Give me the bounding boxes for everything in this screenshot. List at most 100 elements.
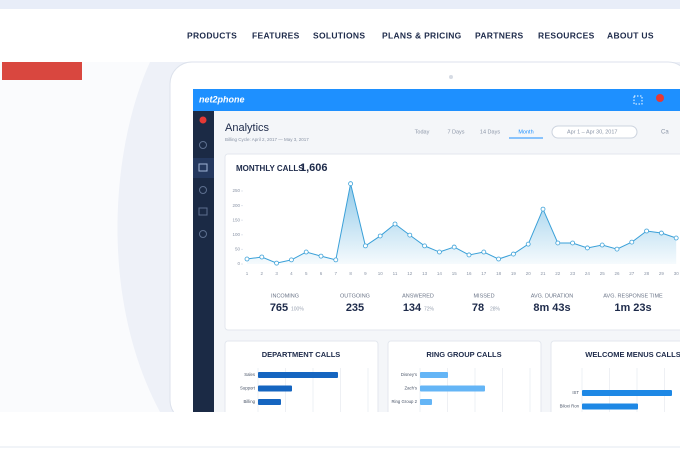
- hero-curve: [0, 62, 160, 412]
- main-card: [224, 153, 680, 331]
- dashboard: net2phone Analytics Billing Cycle: April…: [193, 89, 680, 412]
- x-tick-label: 9: [364, 271, 367, 276]
- bar-label: IST: [572, 390, 579, 395]
- cut-label: Ca: [661, 130, 669, 136]
- bar-label: Ring Group 2: [391, 399, 417, 404]
- nav-link[interactable]: PRODUCTS: [187, 30, 237, 40]
- stat-value: 8m 43s: [533, 302, 570, 314]
- x-tick-label: 29: [659, 271, 665, 276]
- x-tick-label: 14: [437, 271, 443, 276]
- bar: [582, 403, 638, 410]
- sidebar-icon: [199, 186, 207, 194]
- point: [244, 256, 250, 262]
- tabs: Today 7 Days 14 Days Month: [415, 129, 543, 139]
- apps-icon: [633, 95, 643, 105]
- panel-title: WELCOME MENUS CALLS: [585, 350, 680, 359]
- bar: [420, 399, 432, 405]
- date-picker[interactable]: [551, 125, 638, 139]
- stat-percent: 72%: [424, 306, 435, 312]
- x-tick-label: 5: [305, 271, 308, 276]
- stat-label: ANSWERED: [402, 293, 434, 299]
- chart-total: 1,606: [300, 162, 328, 174]
- nav-link[interactable]: FEATURES: [252, 30, 300, 40]
- sidebar: [193, 111, 214, 412]
- x-tick-label: 15: [452, 271, 458, 276]
- bar: [420, 372, 448, 378]
- bar: [258, 372, 338, 378]
- tab[interactable]: Month: [518, 129, 533, 135]
- x-tick-label: 8: [349, 271, 352, 276]
- page-title: Analytics: [225, 122, 270, 134]
- bar-label: Disney's: [401, 372, 417, 377]
- app-header: [193, 89, 680, 111]
- point: [540, 206, 546, 212]
- point: [481, 249, 487, 255]
- chart-title: MONTHLY CALLS: [236, 164, 304, 173]
- billing-cycle: Billing Cycle: April 2, 2017 — May 3, 20…: [225, 137, 309, 142]
- footer-area: [0, 412, 680, 450]
- x-tick-label: 22: [555, 271, 561, 276]
- sidebar-icon: [198, 207, 208, 216]
- y-tick-label: 150: [232, 217, 240, 222]
- user-icon: [656, 94, 664, 102]
- top-band: [0, 0, 680, 9]
- nav-link[interactable]: RESOURCES: [538, 30, 595, 40]
- stat-value: 1m 23s: [614, 302, 651, 314]
- point: [659, 230, 664, 236]
- tab[interactable]: Today: [415, 129, 430, 135]
- sidebar-badge: [199, 116, 207, 124]
- point: [348, 181, 354, 187]
- point: [466, 252, 472, 258]
- brand: net2phone: [199, 94, 245, 104]
- sidebar-active: [193, 158, 214, 178]
- point: [451, 244, 457, 250]
- nav-link[interactable]: SOLUTIONS: [313, 30, 365, 40]
- bar: [420, 385, 485, 392]
- stat-value: 134: [403, 302, 422, 314]
- tab[interactable]: 14 Days: [480, 129, 500, 135]
- bar-panels: DEPARTMENT CALLS Sales Support Billing RING …: [224, 340, 680, 412]
- y-tick-label: 100: [232, 232, 240, 237]
- x-tick-label: 25: [600, 271, 606, 276]
- nav-link[interactable]: PLANS & PRICING: [382, 30, 462, 40]
- nav-link[interactable]: ABOUT US: [607, 30, 654, 40]
- x-tick-label: 18: [496, 271, 502, 276]
- device-camera: [449, 75, 453, 79]
- stat-percent: 28%: [490, 306, 501, 312]
- x-tick-label: 3: [275, 271, 278, 276]
- sidebar-icon: [199, 141, 207, 149]
- stat-label: AVG. DURATION: [531, 293, 574, 299]
- tab[interactable]: 7 Days: [447, 129, 464, 135]
- point: [555, 240, 561, 246]
- x-tick-label: 21: [540, 271, 546, 276]
- bar-label: Billing: [244, 399, 256, 404]
- point: [362, 243, 368, 249]
- date-range: Apr 1 – Apr 30, 2017: [567, 129, 617, 135]
- point: [377, 233, 383, 239]
- point: [673, 235, 679, 241]
- x-tick-label: 4: [290, 271, 293, 276]
- x-tick-label: 27: [629, 271, 635, 276]
- stat-value: 765: [270, 302, 288, 314]
- x-tick-label: 1: [246, 271, 249, 276]
- x-tick-label: 19: [511, 271, 517, 276]
- x-tick-label: 12: [407, 271, 413, 276]
- point: [288, 257, 294, 263]
- red-block: [2, 62, 82, 80]
- point: [599, 242, 605, 248]
- y-tick-label: 200: [232, 203, 240, 208]
- x-tick-label: 30: [674, 271, 680, 276]
- bar-label: Sales: [244, 372, 255, 377]
- point: [318, 253, 324, 259]
- point: [303, 249, 309, 255]
- panel-title: DEPARTMENT CALLS: [262, 350, 341, 359]
- stat-label: OUTGOING: [340, 293, 370, 299]
- nav-link[interactable]: PARTNERS: [475, 30, 524, 40]
- x-tick-label: 17: [481, 271, 487, 276]
- navigation: PRODUCTS FEATURES SOLUTIONS PLANS & PRICING…: [187, 30, 654, 40]
- stat-label: MISSED: [473, 293, 494, 299]
- bar: [258, 385, 292, 392]
- point: [614, 246, 620, 252]
